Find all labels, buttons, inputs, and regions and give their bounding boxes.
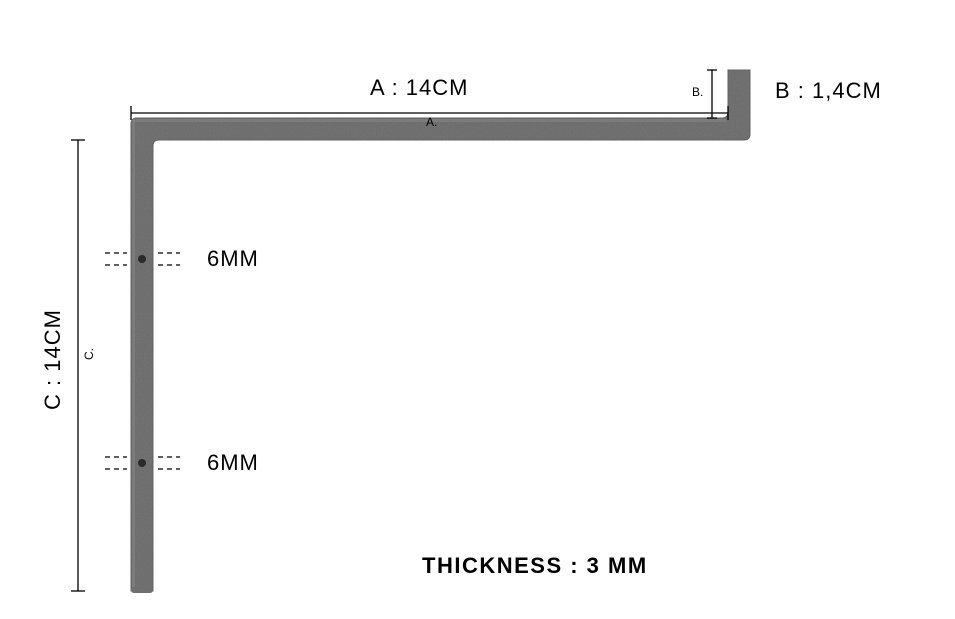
thickness-label: THICKNESS : 3 MM — [422, 553, 648, 579]
dim-b-label: B : 1,4CM — [775, 78, 882, 104]
dimension-lines — [71, 70, 728, 591]
hole1-label: 6MM — [207, 246, 259, 272]
hole2-label: 6MM — [207, 450, 259, 476]
marker-c: C. — [82, 348, 96, 360]
marker-a: A. — [426, 115, 437, 129]
bracket-shape — [131, 70, 750, 593]
dim-a-label: A : 14CM — [370, 75, 468, 101]
marker-b: B. — [692, 85, 703, 99]
dim-c-label: C : 14CM — [40, 309, 66, 410]
